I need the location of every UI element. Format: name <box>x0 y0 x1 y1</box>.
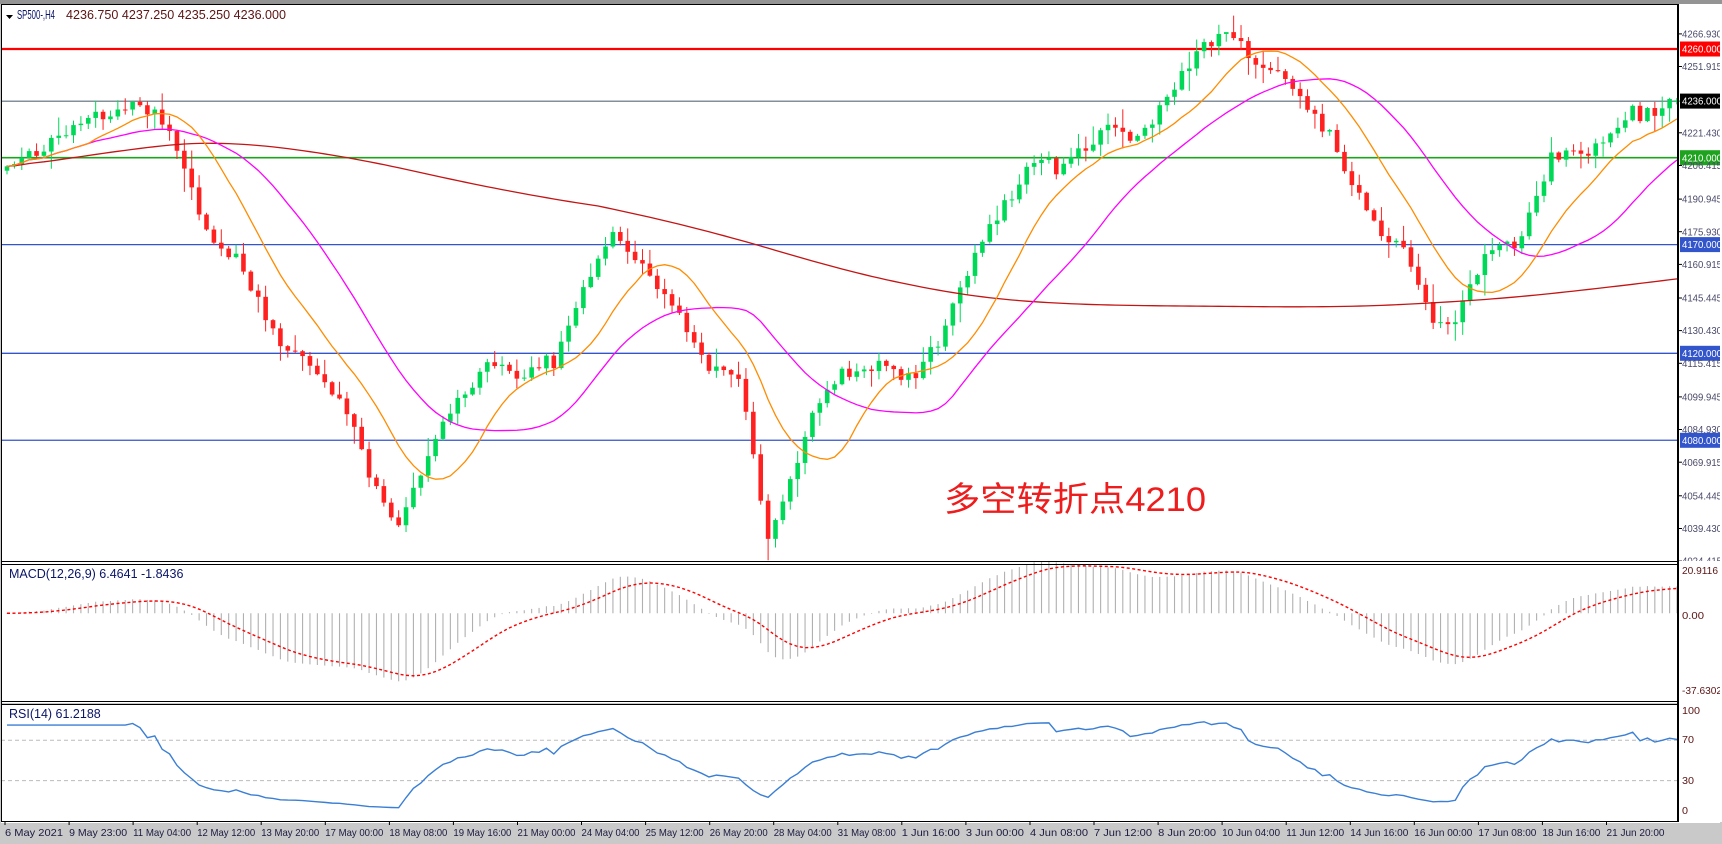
svg-text:25 May 12:00: 25 May 12:00 <box>646 828 704 839</box>
svg-text:16 Jun 00:00: 16 Jun 00:00 <box>1414 828 1472 839</box>
svg-text:4 Jun 08:00: 4 Jun 08:00 <box>1030 828 1088 839</box>
svg-text:11 Jun 12:00: 11 Jun 12:00 <box>1286 828 1344 839</box>
svg-text:7 Jun 12:00: 7 Jun 12:00 <box>1094 828 1152 839</box>
svg-text:13 May 20:00: 13 May 20:00 <box>261 828 319 839</box>
svg-text:26 May 20:00: 26 May 20:00 <box>710 828 768 839</box>
svg-text:21 May 00:00: 21 May 00:00 <box>518 828 576 839</box>
svg-text:21 Jun 20:00: 21 Jun 20:00 <box>1607 828 1665 839</box>
svg-text:8 Jun 20:00: 8 Jun 20:00 <box>1158 828 1216 839</box>
svg-text:9 May 23:00: 9 May 23:00 <box>69 828 127 839</box>
svg-text:18 May 08:00: 18 May 08:00 <box>389 828 447 839</box>
svg-text:17 May 00:00: 17 May 00:00 <box>325 828 383 839</box>
svg-text:0: 0 <box>1682 806 1688 817</box>
svg-text:11 May 04:00: 11 May 04:00 <box>133 828 191 839</box>
svg-text:3 Jun 00:00: 3 Jun 00:00 <box>966 828 1024 839</box>
svg-text:70: 70 <box>1682 735 1694 746</box>
svg-text:14 Jun 16:00: 14 Jun 16:00 <box>1350 828 1408 839</box>
svg-text:24 May 04:00: 24 May 04:00 <box>582 828 640 839</box>
svg-text:31 May 08:00: 31 May 08:00 <box>838 828 896 839</box>
svg-text:RSI(14) 61.2188: RSI(14) 61.2188 <box>9 707 101 721</box>
svg-text:30: 30 <box>1682 776 1694 787</box>
svg-text:100: 100 <box>1682 706 1700 717</box>
svg-text:18 Jun 16:00: 18 Jun 16:00 <box>1542 828 1600 839</box>
svg-text:1 Jun 16:00: 1 Jun 16:00 <box>902 828 960 839</box>
svg-text:6 May 2021: 6 May 2021 <box>5 828 63 839</box>
svg-text:28 May 04:00: 28 May 04:00 <box>774 828 832 839</box>
svg-text:17 Jun 08:00: 17 Jun 08:00 <box>1478 828 1536 839</box>
svg-text:19 May 16:00: 19 May 16:00 <box>453 828 511 839</box>
svg-text:12 May 12:00: 12 May 12:00 <box>197 828 255 839</box>
svg-text:10 Jun 04:00: 10 Jun 04:00 <box>1222 828 1280 839</box>
